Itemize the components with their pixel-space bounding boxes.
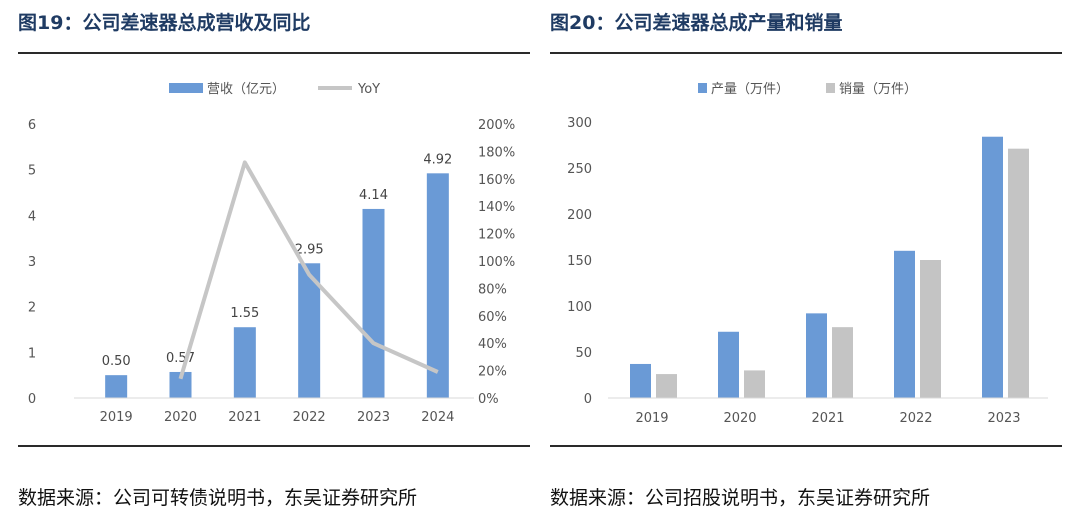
chart2-legend: 产量（万件） 销量（万件） xyxy=(698,82,917,97)
y2-tick-label: 60% xyxy=(478,310,507,325)
figure-20-top-rule xyxy=(550,52,1062,54)
y-tick-label: 50 xyxy=(575,346,592,361)
production-sales-chart: 产量（万件） 销量（万件） 0 50 100 150 200 250 300 2019 2020 20… xyxy=(567,82,1048,426)
production-bar xyxy=(894,250,915,398)
production-bar xyxy=(982,136,1003,398)
x-tick-label: 2022 xyxy=(293,410,326,425)
x-tick-label: 2024 xyxy=(421,410,454,425)
revenue-bar xyxy=(362,208,385,398)
revenue-yoy-chart: 营收（亿元） YoY01234560%20%40%60%80%100%120%14… xyxy=(28,82,515,425)
x-tick-label: 2021 xyxy=(228,410,261,425)
x-tick-label: 2023 xyxy=(987,411,1020,426)
yoy-line xyxy=(178,160,439,380)
y-tick-label: 300 xyxy=(567,116,592,131)
revenue-bar xyxy=(426,173,449,398)
y-tick-label: 2 xyxy=(28,301,36,316)
revenue-data-label: 0.50 xyxy=(102,354,131,369)
production-bar xyxy=(806,313,827,398)
legend-sales-swatch xyxy=(826,83,835,93)
x-tick-label: 2019 xyxy=(635,411,668,426)
y2-tick-label: 40% xyxy=(478,337,507,352)
y-tick-label: 3 xyxy=(28,255,36,270)
legend-sales-label: 销量（万件） xyxy=(839,82,917,97)
y-tick-label: 0 xyxy=(28,392,36,407)
figure-19-source: 数据来源：公司可转债说明书，东吴证券研究所 xyxy=(18,487,418,509)
revenue-bar xyxy=(298,263,321,398)
revenue-data-label: 2.95 xyxy=(295,242,324,257)
y2-tick-label: 160% xyxy=(478,173,515,188)
figure-20-bottom-rule xyxy=(550,445,1062,447)
revenue-bar xyxy=(233,327,256,398)
y2-tick-label: 180% xyxy=(478,145,515,160)
sales-bar xyxy=(1008,148,1029,398)
y2-tick-label: 0% xyxy=(478,392,499,407)
sales-bar xyxy=(744,370,765,398)
y-tick-label: 200 xyxy=(567,208,592,223)
figure-20-title: 图20：公司差速器总成产量和销量 xyxy=(550,12,843,34)
production-bar xyxy=(718,331,739,398)
x-tick-label: 2023 xyxy=(357,410,390,425)
revenue-data-label: 4.14 xyxy=(359,188,388,203)
y2-tick-label: 20% xyxy=(478,365,507,380)
figure-19-title: 图19：公司差速器总成营收及同比 xyxy=(18,12,311,34)
y-tick-label: 0 xyxy=(584,392,592,407)
y2-tick-label: 120% xyxy=(478,228,515,243)
revenue-bar xyxy=(105,375,128,398)
x-tick-label: 2021 xyxy=(811,411,844,426)
revenue-data-label: 1.55 xyxy=(230,306,259,321)
figure-20-panel: 图20：公司差速器总成产量和销量 产量（万件） 销量（万件） 0 50 100 150 20… xyxy=(550,0,1070,525)
y-tick-label: 1 xyxy=(28,346,36,361)
x-tick-label: 2020 xyxy=(723,411,756,426)
x-tick-label: 2020 xyxy=(164,410,197,425)
y2-tick-label: 100% xyxy=(478,255,515,270)
x-tick-label: 2019 xyxy=(100,410,133,425)
y-tick-label: 5 xyxy=(28,164,36,179)
figure-19-bottom-rule xyxy=(18,445,530,447)
sales-bar xyxy=(920,260,941,398)
production-bar xyxy=(630,363,651,398)
sales-bar xyxy=(656,374,677,398)
y-tick-label: 6 xyxy=(28,118,36,133)
figure-19-top-rule xyxy=(18,52,530,54)
y2-tick-label: 200% xyxy=(478,118,515,133)
legend-revenue-label: 营收（亿元） xyxy=(207,82,285,97)
y-tick-label: 150 xyxy=(567,254,592,269)
figure-19-panel: 图19：公司差速器总成营收及同比 营收（亿元） YoY 0 1 2 3 4 5 6 0% 20% 40… xyxy=(18,0,538,525)
chart1-legend: 营收（亿元） YoY xyxy=(169,82,380,97)
legend-revenue-swatch xyxy=(169,83,203,93)
x-tick-label: 2022 xyxy=(899,411,932,426)
revenue-bar xyxy=(169,371,192,398)
legend-production-swatch xyxy=(698,83,707,93)
legend-yoy-label: YoY xyxy=(357,82,380,97)
revenue-data-label: 4.92 xyxy=(423,152,452,167)
legend-production-label: 产量（万件） xyxy=(711,82,789,97)
y-tick-label: 4 xyxy=(28,209,36,224)
y-tick-label: 250 xyxy=(567,162,592,177)
revenue-data-label: 0.57 xyxy=(166,351,195,366)
sales-bar xyxy=(832,327,853,398)
y2-tick-label: 140% xyxy=(478,200,515,215)
figure-20-source: 数据来源：公司招股说明书，东吴证券研究所 xyxy=(550,487,931,509)
y2-tick-label: 80% xyxy=(478,282,507,297)
y-tick-label: 100 xyxy=(567,300,592,315)
